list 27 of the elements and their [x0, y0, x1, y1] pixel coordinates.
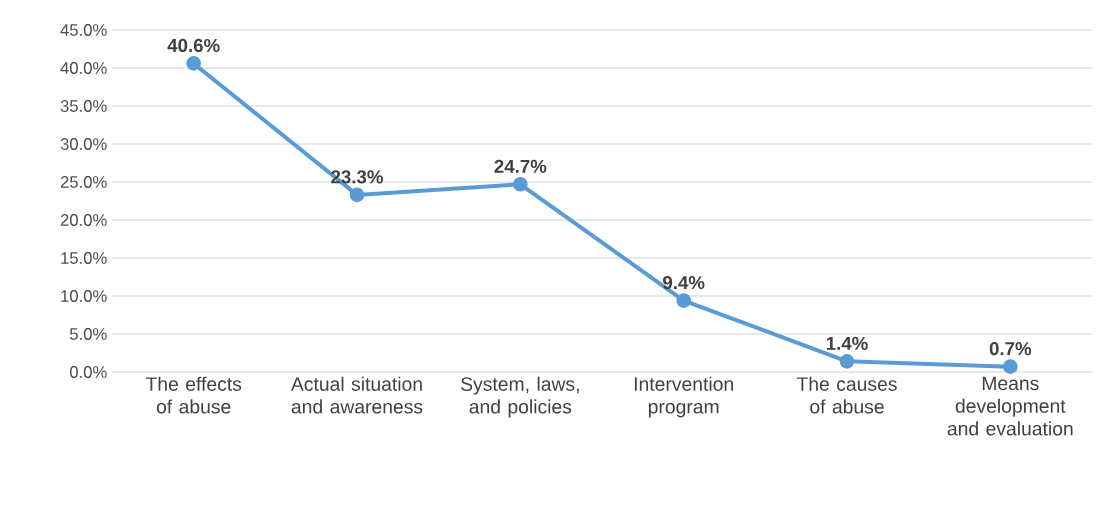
- x-tick-label: Intervention program: [634, 376, 733, 418]
- data-label: 40.6%: [167, 38, 220, 53]
- x-tick-label: The causes of abuse: [796, 376, 897, 414]
- data-label: 9.4%: [663, 275, 705, 290]
- data-label: 1.4%: [826, 336, 868, 350]
- x-tick-label: Actual situation and awareness: [290, 376, 423, 414]
- point: [1002, 359, 1018, 374]
- y-tick-label: 25.0%: [60, 176, 107, 188]
- y-tick-label: 40.0%: [60, 62, 107, 74]
- point: [676, 293, 691, 308]
- x-tick-label: System, laws, and policies: [461, 376, 579, 418]
- point: [513, 176, 528, 192]
- y-tick-label: 45.0%: [60, 24, 107, 36]
- y-tick-label: 30.0%: [60, 138, 107, 150]
- point: [349, 187, 365, 203]
- data-label: 0.7%: [989, 342, 1032, 356]
- x-tick-label: Means development and evaluation: [947, 376, 1073, 436]
- x-tick-label: The effects of abuse: [145, 376, 242, 414]
- y-tick-label: 20.0%: [60, 214, 107, 226]
- point: [186, 56, 202, 71]
- y-tick-label: 15.0%: [61, 252, 107, 264]
- data-label: 24.7%: [494, 159, 547, 173]
- y-tick-label: 5.0%: [69, 328, 107, 340]
- y-tick-label: 10.0%: [61, 290, 107, 302]
- point: [839, 354, 855, 369]
- y-tick-label: 0.0%: [69, 366, 107, 378]
- y-tick-label: 35.0%: [60, 100, 107, 112]
